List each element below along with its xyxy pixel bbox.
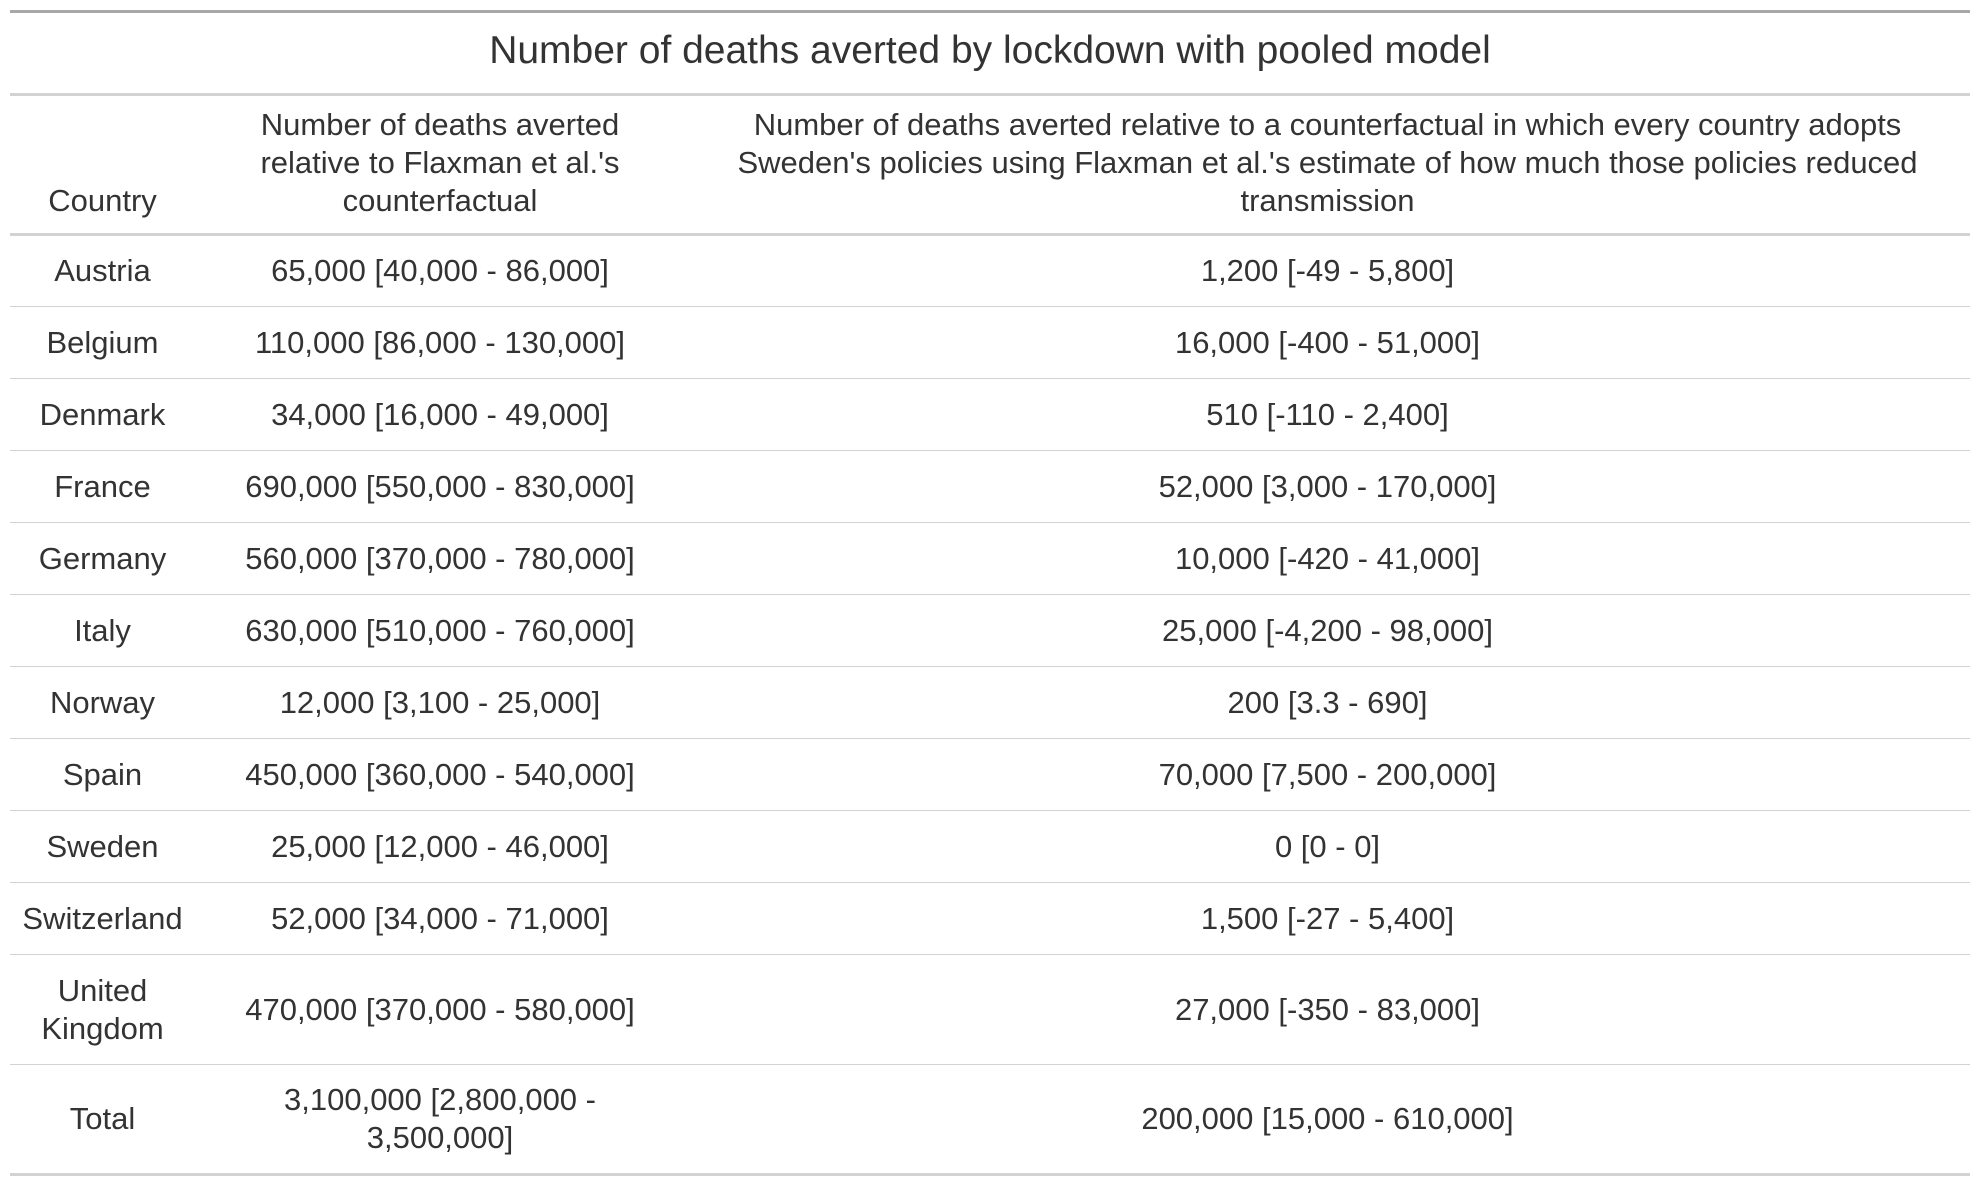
table-row: Spain 450,000 [360,000 - 540,000] 70,000 [… — [10, 738, 1970, 811]
cell-country: Denmark — [10, 378, 195, 451]
table-figure: Number of deaths averted by lockdown wit… — [10, 10, 1970, 1176]
cell-deaths-averted-sweden: 200 [3.3 - 690] — [685, 666, 1970, 739]
cell-country: Germany — [10, 522, 195, 595]
cell-deaths-averted-flaxman: 25,000 [12,000 - 46,000] — [195, 810, 685, 883]
deaths-averted-table: Country Number of deaths averted relativ… — [10, 93, 1970, 1176]
table-body: Austria 65,000 [40,000 - 86,000] 1,200 [-4… — [10, 234, 1970, 1175]
table-row: Switzerland 52,000 [34,000 - 71,000] 1,500… — [10, 882, 1970, 955]
cell-deaths-averted-sweden: 52,000 [3,000 - 170,000] — [685, 450, 1970, 523]
column-header-country: Country — [10, 94, 195, 236]
cell-deaths-averted-sweden: 0 [0 - 0] — [685, 810, 1970, 883]
table-row: Belgium 110,000 [86,000 - 130,000] 16,000 … — [10, 306, 1970, 379]
cell-country: Total — [69, 1101, 136, 1136]
cell-deaths-averted-sweden: 25,000 [-4,200 - 98,000] — [685, 594, 1970, 667]
cell-deaths-averted-sweden: 200,000 [15,000 - 610,000] — [1141, 1101, 1514, 1136]
cell-deaths-averted-sweden: 16,000 [-400 - 51,000] — [685, 306, 1970, 379]
top-rule — [10, 10, 1970, 13]
cell-deaths-averted-sweden: 1,200 [-49 - 5,800] — [685, 234, 1970, 307]
cell-country: Sweden — [10, 810, 195, 883]
cell-deaths-averted-sweden: 510 [-110 - 2,400] — [685, 378, 1970, 451]
cell-country: Norway — [10, 666, 195, 739]
cell-deaths-averted-sweden: 27,000 [-350 - 83,000] — [685, 954, 1970, 1065]
table-row: United Kingdom 470,000 [370,000 - 580,000… — [10, 954, 1970, 1065]
cell-deaths-averted-flaxman: 630,000 [510,000 - 760,000] — [195, 594, 685, 667]
cell-country: Belgium — [10, 306, 195, 379]
cell-country: Austria — [10, 234, 195, 307]
column-header-flaxman-counterfactual: Number of deaths averted relative to Fla… — [195, 94, 685, 236]
table-row: Total 3,100,000 [2,800,000 - 3,500,000] 20… — [10, 1065, 1970, 1175]
cell-deaths-averted-sweden: 70,000 [7,500 - 200,000] — [685, 738, 1970, 811]
cell-deaths-averted-flaxman: 34,000 [16,000 - 49,000] — [195, 378, 685, 451]
table-row: Germany 560,000 [370,000 - 780,000] 10,000… — [10, 522, 1970, 595]
column-header-sweden-counterfactual: Number of deaths averted relative to a c… — [685, 94, 1970, 236]
table-row: Denmark 34,000 [16,000 - 49,000] 510 [-110… — [10, 378, 1970, 451]
cell-deaths-averted-flaxman: 450,000 [360,000 - 540,000] — [195, 738, 685, 811]
cell-deaths-averted-sweden: 10,000 [-420 - 41,000] — [685, 522, 1970, 595]
table-title: Number of deaths averted by lockdown wit… — [489, 29, 1491, 72]
table-row: France 690,000 [550,000 - 830,000] 52,000 … — [10, 450, 1970, 523]
cell-country: France — [10, 450, 195, 523]
cell-deaths-averted-sweden: 1,500 [-27 - 5,400] — [685, 882, 1970, 955]
cell-deaths-averted-flaxman: 52,000 [34,000 - 71,000] — [195, 882, 685, 955]
cell-deaths-averted-flaxman: 690,000 [550,000 - 830,000] — [195, 450, 685, 523]
cell-country: Switzerland — [10, 882, 195, 955]
table-row: Austria 65,000 [40,000 - 86,000] 1,200 [-4… — [10, 234, 1970, 307]
cell-country: United Kingdom — [10, 954, 195, 1065]
header-row: Country Number of deaths averted relativ… — [10, 94, 1970, 236]
cell-country: Spain — [10, 738, 195, 811]
cell-deaths-averted-flaxman: 470,000 [370,000 - 580,000] — [195, 954, 685, 1065]
table-row: Sweden 25,000 [12,000 - 46,000] 0 [0 - 0] — [10, 810, 1970, 883]
table-row: Norway 12,000 [3,100 - 25,000] 200 [3.3 - … — [10, 666, 1970, 739]
cell-deaths-averted-flaxman: 110,000 [86,000 - 130,000] — [195, 306, 685, 379]
cell-deaths-averted-flaxman: 560,000 [370,000 - 780,000] — [195, 522, 685, 595]
cell-deaths-averted-flaxman: 65,000 [40,000 - 86,000] — [195, 234, 685, 307]
table-row: Italy 630,000 [510,000 - 760,000] 25,000 [… — [10, 594, 1970, 667]
cell-country: Italy — [10, 594, 195, 667]
cell-deaths-averted-flaxman: 3,100,000 [2,800,000 - 3,500,000] — [284, 1082, 596, 1155]
cell-deaths-averted-flaxman: 12,000 [3,100 - 25,000] — [195, 666, 685, 739]
